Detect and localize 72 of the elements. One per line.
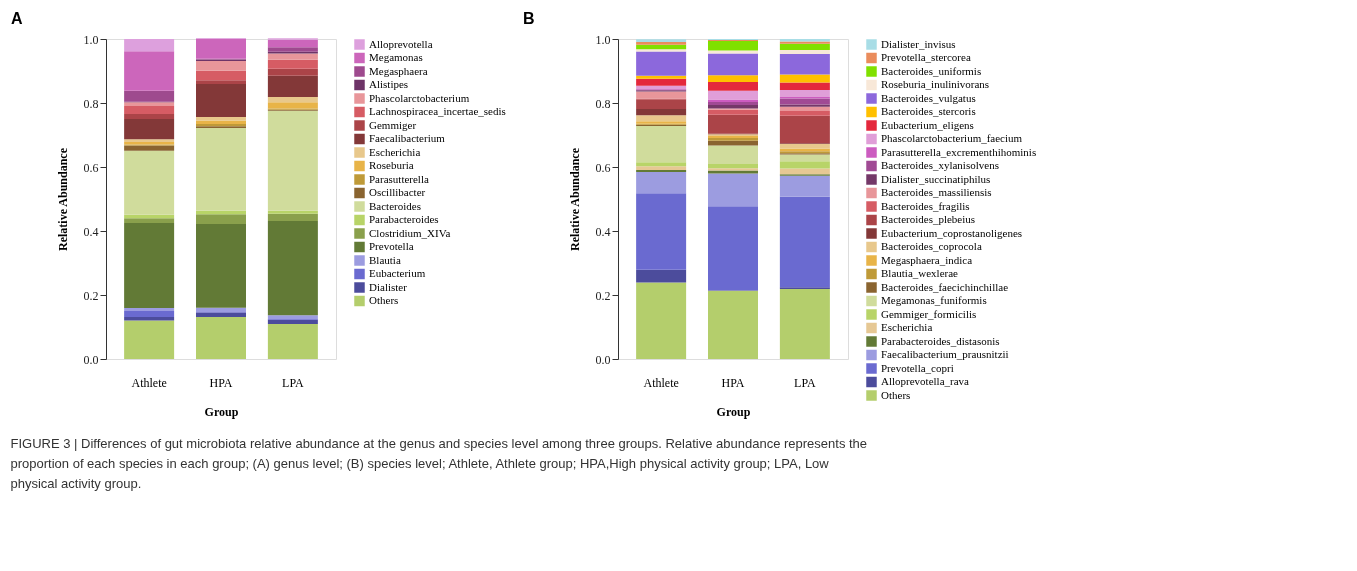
legend-label: Bacteroides_stercoris <box>881 105 976 117</box>
x-tick-label: LPA <box>794 375 816 390</box>
legend-label: Bacteroides <box>369 199 421 212</box>
chart-title: A <box>11 10 23 27</box>
legend-label: Megasphaera_indica <box>881 253 973 266</box>
legend-label: Blautia <box>369 253 401 266</box>
legend-label: Phascolarctobacterium_faecium <box>881 132 1023 144</box>
legend-label: Roseburia_inulinivorans <box>881 78 990 90</box>
caption: FIGURE 3 | Differences of gut microbiota relative abundance at the genus and species level among three groups. Relative abundance represents the proportion of each species in each group; (A) genus level; (B) species level; Athlete, Athlete group; HPA,High physical activity group; LPA, Low physical activity group. <box>10 435 868 491</box>
legend-label: Bacteroides_massiliensis <box>881 186 992 198</box>
legend-label: Dialister <box>369 280 408 293</box>
legend-label: Faecalibacterium_prausnitzii <box>881 348 1009 360</box>
legend-label: Megamonas <box>369 51 423 63</box>
y-tick-label: 1.0 <box>595 32 611 47</box>
legend-label: Megasphaera <box>369 64 428 77</box>
legend-label: Gemmiger <box>369 118 417 131</box>
legend-label: Gemmiger_formicilis <box>881 307 977 320</box>
y-tick-label: 0.2 <box>595 288 611 303</box>
legend-label: Prevotella_stercorea <box>881 51 971 63</box>
legend-label: Others <box>369 294 399 306</box>
legend-label: Bacteroides_uniformis <box>881 64 982 77</box>
legend-label: Dialister_succinatiphilus <box>881 172 991 185</box>
y-tick-label: 0.4 <box>595 224 611 239</box>
legend-label: Alloprevotella <box>369 37 433 50</box>
legend-label: Oscillibacter <box>369 186 426 198</box>
x-tick-label: LPA <box>282 375 304 390</box>
legend-label: Bacteroides_plebeius <box>881 213 976 225</box>
y-axis-title: Relative Abundance <box>567 147 582 252</box>
y-tick-label: 1.0 <box>83 32 99 47</box>
legend-label: Parabacteroides_distasonis <box>881 334 1000 347</box>
y-axis-title: Relative Abundance <box>55 147 70 252</box>
legend-label: Eubacterium_coprostanoligenes <box>881 226 1023 239</box>
legend-label: Lachnospiracea_incertae_sedis <box>369 105 506 117</box>
legend-label: Roseburia <box>369 159 414 171</box>
legend-label: Others <box>881 388 911 401</box>
legend-label: Bacteroides_faecichinchillae <box>881 280 1009 293</box>
chart-title: B <box>523 10 535 27</box>
legend-label: Escherichia <box>369 145 421 158</box>
legend-label: Parasutterella_excrementhihominis <box>881 145 1037 158</box>
legend-label: Bacteroides_vulgatus <box>881 91 976 104</box>
legend-label: Dialister_invisus <box>881 37 956 50</box>
legend-label: Parasutterella <box>369 172 429 185</box>
x-axis-title: Group <box>716 404 751 419</box>
x-tick-label: HPA <box>209 375 233 390</box>
x-tick-label: HPA <box>721 375 745 390</box>
legend-label: Clostridium_XIVa <box>369 226 451 239</box>
legend-label: Escherichia <box>881 321 933 333</box>
legend-label: Bacteroides_coprocola <box>881 240 982 252</box>
x-axis-title: Group <box>204 404 239 419</box>
legend-label: Alloprevotella_rava <box>881 375 970 387</box>
legend-label: Phascolarctobacterium <box>369 91 470 104</box>
legend-label: Blautia_wexlerae <box>881 267 959 279</box>
y-tick-label: 0.0 <box>83 352 99 367</box>
y-tick-label: 0.6 <box>595 160 611 175</box>
legend-label: Prevotella <box>369 240 414 252</box>
x-tick-label: Athlete <box>643 375 679 390</box>
legend-label: Parabacteroides <box>369 213 439 225</box>
y-tick-label: 0.0 <box>595 352 611 367</box>
y-tick-label: 0.8 <box>595 96 611 111</box>
legend-label: Bacteroides_fragilis <box>881 199 970 212</box>
legend-label: Bacteroides_xylanisolvens <box>881 159 999 171</box>
legend-label: Eubacterium_eligens <box>881 118 974 131</box>
y-tick-label: 0.4 <box>83 224 99 239</box>
x-tick-label: Athlete <box>131 375 167 390</box>
y-tick-label: 0.6 <box>83 160 99 175</box>
legend-label: Prevotella_copri <box>881 361 954 374</box>
legend-label: Faecalibacterium <box>369 132 446 144</box>
y-tick-label: 0.2 <box>83 288 99 303</box>
legend-label: Alistipes <box>369 78 409 90</box>
legend-label: Eubacterium <box>369 267 426 279</box>
legend-label: Megamonas_funiformis <box>881 294 987 306</box>
y-tick-label: 0.8 <box>83 96 99 111</box>
